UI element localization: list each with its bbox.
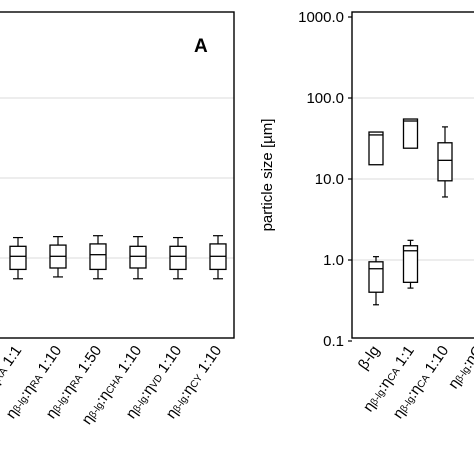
upper-cluster-box xyxy=(368,131,384,166)
panel-a-frame xyxy=(0,11,235,339)
panel-letter: A xyxy=(194,36,208,57)
panel-b-frame xyxy=(351,11,474,339)
y-tick-label: 1000.0 xyxy=(298,9,344,26)
category-label: ηβ-lg:ηC xyxy=(445,342,474,392)
iqr-box xyxy=(89,243,107,271)
iqr-box xyxy=(402,245,419,283)
iqr-box xyxy=(437,142,453,182)
iqr-box xyxy=(129,245,147,269)
iqr-box xyxy=(169,245,187,271)
upper-cluster-box xyxy=(402,118,419,149)
iqr-box xyxy=(368,261,384,293)
y-tick-label: 0.1 xyxy=(323,333,344,350)
y-tick-label: 1.0 xyxy=(323,252,344,269)
y-tick-label: 10.0 xyxy=(315,171,344,188)
panel-b: 1000.0 100.0 10.0 1.0 0.1 particle size [µm] β… xyxy=(259,9,474,422)
y-tick-label: 100.0 xyxy=(306,90,344,107)
category-label: β-lg xyxy=(355,343,383,373)
y-axis-title: particle size [µm] xyxy=(259,119,276,232)
iqr-box xyxy=(9,245,27,271)
